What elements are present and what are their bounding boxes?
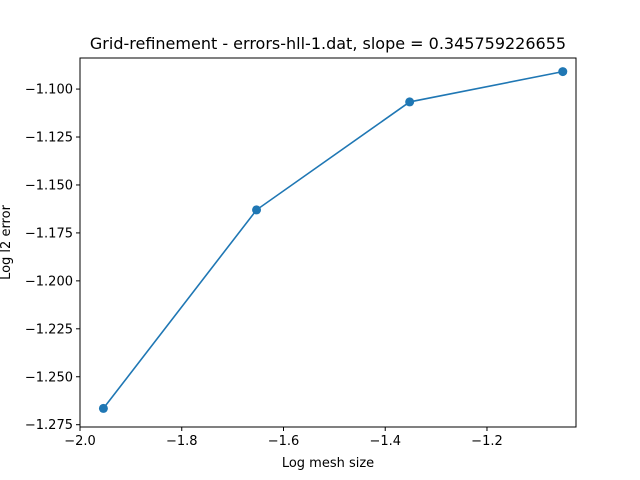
x-axis: −2.0 −1.8 −1.6 −1.4 −1.2	[64, 427, 503, 449]
data-point	[558, 67, 568, 77]
plot-area: −2.0 −1.8 −1.6 −1.4 −1.2 −1.100−1.125−1.150−…	[25, 57, 577, 449]
x-tick-label: −1.4	[369, 434, 401, 449]
x-tick-label: −1.6	[268, 434, 300, 449]
y-axis-label: Log l2 error	[0, 204, 14, 279]
data-point	[98, 403, 108, 413]
x-tick-label: −2.0	[64, 434, 96, 449]
chart-title: Grid-refinement - errors-hll-1.dat, slop…	[90, 34, 566, 53]
y-tick-label: −1.225	[25, 322, 73, 337]
y-tick-label: −1.150	[25, 178, 73, 193]
y-tick-label: −1.175	[25, 226, 73, 241]
y-axis: −1.100 −1.125 −1.150 −1.175 −1.200 −1.225 −1.2…	[25, 83, 80, 433]
y-tick-label: −1.100	[25, 83, 73, 98]
y-tick-label: −1.200	[25, 274, 73, 289]
y-tick-label: −1.125	[25, 131, 73, 146]
x-tick-label: −1.8	[166, 434, 198, 449]
data-point	[405, 97, 415, 107]
y-tick-label: −1.250	[25, 370, 73, 385]
series-layer	[98, 67, 568, 413]
plot-frame	[79, 57, 577, 428]
series-line	[102, 70, 563, 409]
y-tick-label: −1.275	[25, 418, 73, 433]
data-point	[252, 205, 262, 215]
x-tick-label: −1.2	[471, 434, 503, 449]
x-axis-label: Log mesh size	[282, 456, 374, 471]
